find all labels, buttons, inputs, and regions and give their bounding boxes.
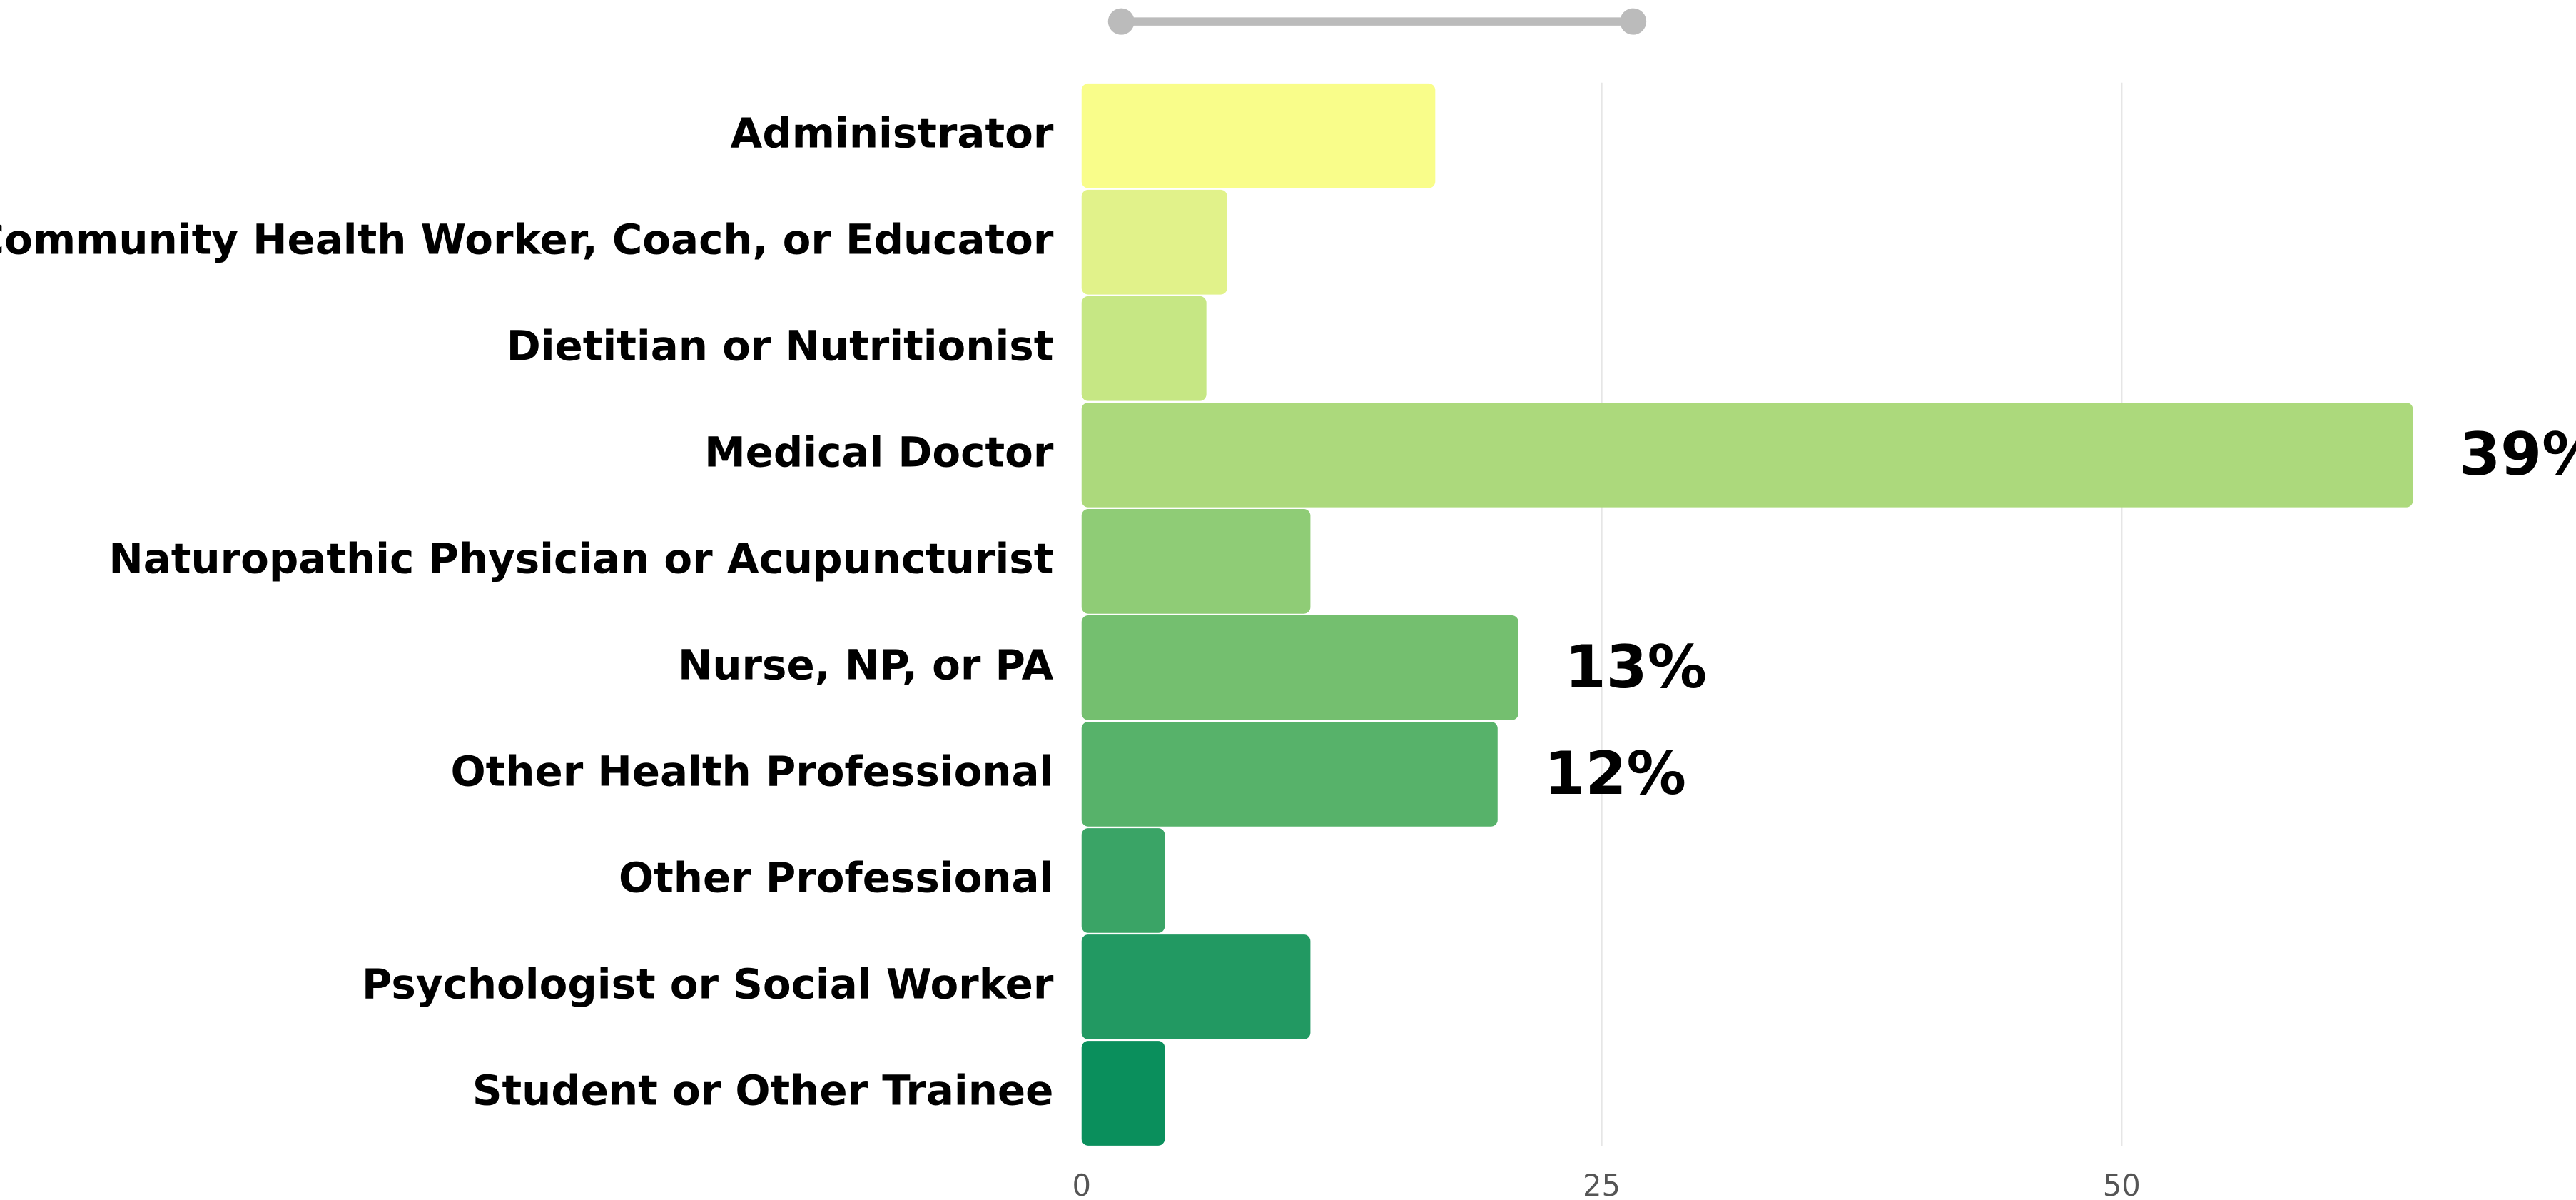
range-slider[interactable] <box>1107 8 1647 35</box>
y-tick-label: Naturopathic Physician or Acupuncturist <box>108 534 1053 583</box>
bar <box>1081 189 1227 295</box>
slider-handle[interactable] <box>1107 8 1135 35</box>
value-label: 12% <box>1544 739 1686 808</box>
bar <box>1081 83 1436 188</box>
value-label: 13% <box>1565 632 1707 702</box>
bar <box>1081 615 1518 720</box>
bar <box>1081 934 1311 1039</box>
bar <box>1081 296 1207 401</box>
x-tick-label: 25 <box>1583 1168 1621 1200</box>
y-tick-label: Other Health Professional <box>450 747 1053 796</box>
bar <box>1081 402 2413 508</box>
y-tick-label: Psychologist or Social Worker <box>362 960 1054 1009</box>
y-tick-label: Administrator <box>731 109 1054 157</box>
y-tick-label: Student or Other Trainee <box>472 1067 1054 1115</box>
x-tick-label: 50 <box>2103 1168 2141 1200</box>
x-tick-label: 0 <box>1072 1168 1091 1200</box>
y-tick-label: Community Health Worker, Coach, or Educa… <box>0 215 1054 263</box>
y-tick-label: Other Professional <box>619 854 1053 902</box>
value-label: 39% <box>2459 420 2576 489</box>
y-tick-label: Nurse, NP, or PA <box>678 640 1054 689</box>
bar <box>1081 722 1498 827</box>
bar <box>1081 828 1165 933</box>
slider-handle[interactable] <box>1620 8 1647 35</box>
y-tick-label: Dietitian or Nutritionist <box>507 321 1054 370</box>
bar <box>1081 1041 1165 1146</box>
bar <box>1081 508 1311 614</box>
y-tick-label: Medical Doctor <box>704 428 1054 476</box>
